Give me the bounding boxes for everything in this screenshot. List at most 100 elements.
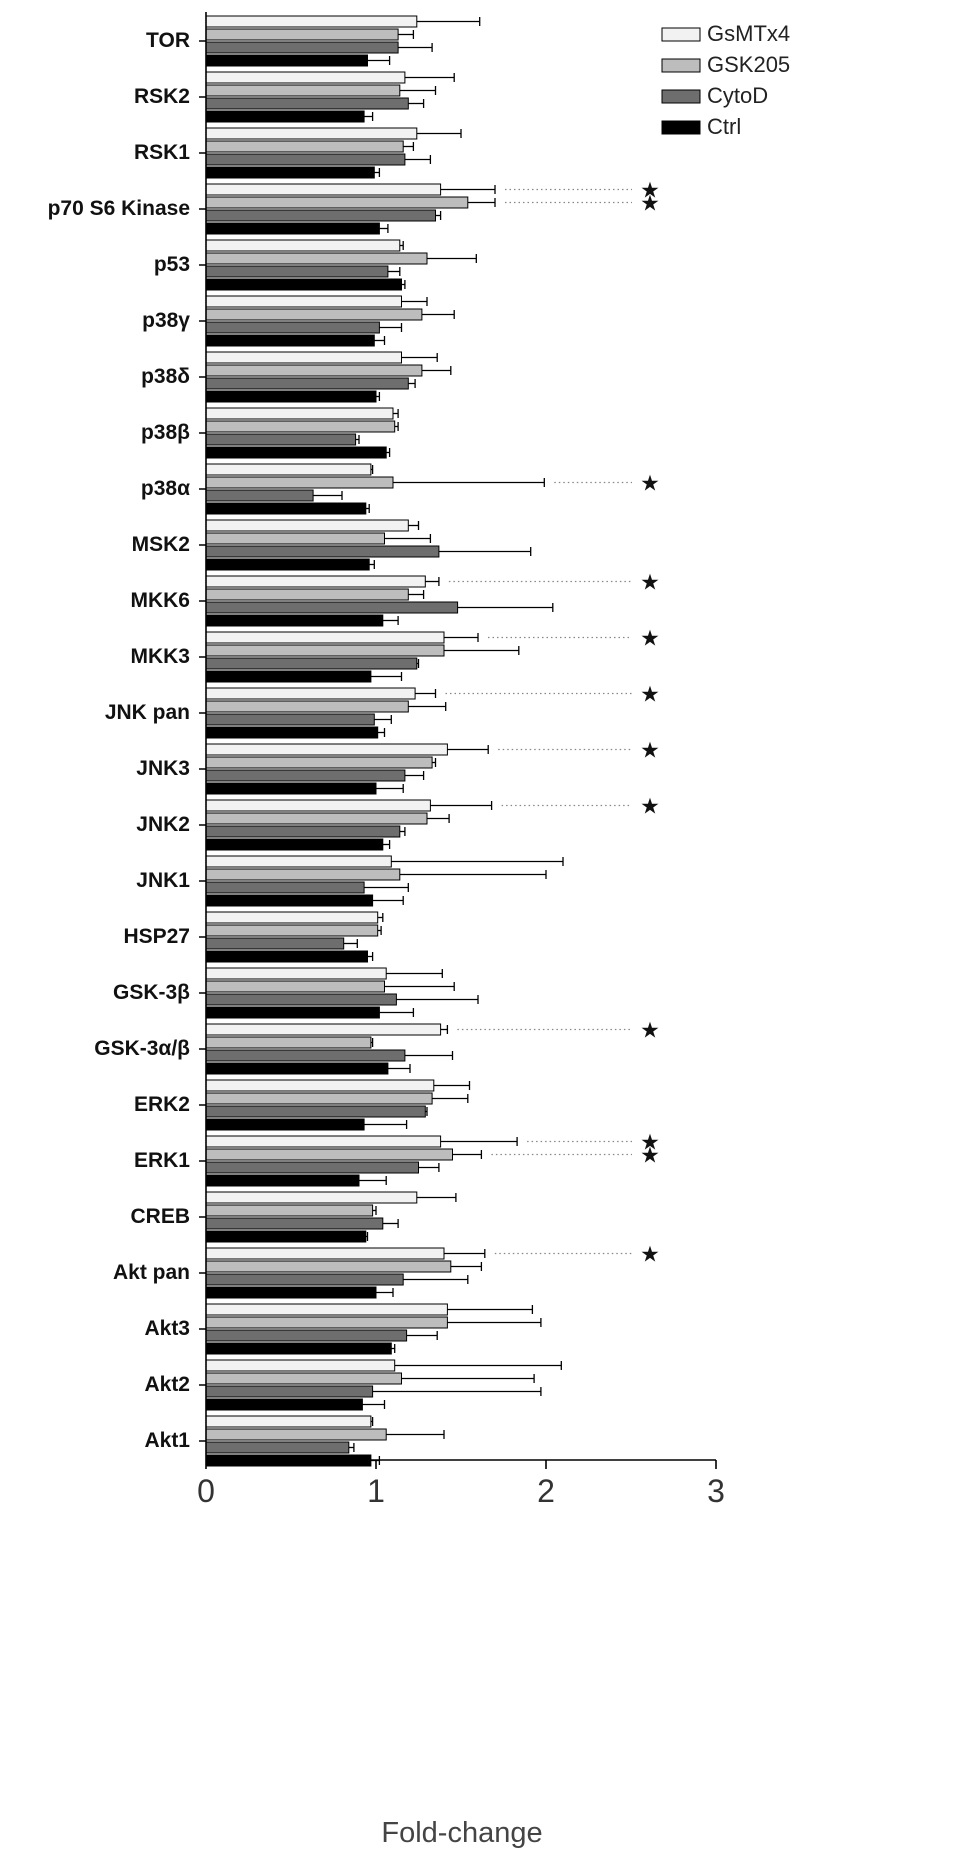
legend-label: CytoD — [707, 83, 768, 108]
bar-ctrl-1 — [205, 110, 365, 123]
significance-star: ★ — [640, 192, 660, 217]
bar-ctrl-15 — [205, 894, 374, 907]
bar-gsk205-2 — [205, 140, 404, 153]
bar-gsk205-18 — [205, 1036, 372, 1049]
bar-cytod-3 — [205, 209, 436, 222]
bar-ctrl-16 — [205, 950, 368, 963]
bar-gsmtx4-10 — [205, 575, 426, 588]
bar-cytod-4 — [205, 265, 389, 278]
bar-ctrl-14 — [205, 838, 384, 851]
bar-cytod-20 — [205, 1161, 419, 1174]
bar-gsmtx4-1 — [205, 71, 406, 84]
bar-ctrl-20 — [205, 1174, 360, 1187]
bar-gsk205-25 — [205, 1428, 387, 1441]
bar-gsmtx4-6 — [205, 351, 402, 364]
legend-label: Ctrl — [707, 114, 741, 139]
bar-gsmtx4-5 — [205, 295, 402, 308]
category-label: p38β — [141, 421, 190, 444]
bar-gsk205-1 — [205, 84, 401, 97]
bar-gsmtx4-14 — [205, 799, 431, 812]
bar-gsk205-22 — [205, 1260, 452, 1273]
bar-cytod-18 — [205, 1049, 406, 1062]
significance-star: ★ — [640, 1019, 660, 1044]
category-label: ERK1 — [134, 1149, 190, 1172]
legend-swatch-gsmtx4 — [661, 27, 701, 42]
bar-gsk205-10 — [205, 588, 409, 601]
bars: ★★★★★★★★★★★★ — [205, 15, 660, 1467]
bar-cytod-6 — [205, 377, 409, 390]
x-tick-label: 2 — [537, 1473, 555, 1509]
bar-cytod-8 — [205, 489, 314, 502]
category-label: JNK pan — [105, 701, 190, 724]
bar-gsk205-20 — [205, 1148, 453, 1161]
category-label: RSK1 — [134, 141, 190, 164]
bar-gsk205-5 — [205, 308, 423, 321]
legend-swatch-gsk205 — [661, 58, 701, 73]
bar-ctrl-8 — [205, 502, 367, 515]
category-label: MKK3 — [130, 645, 190, 668]
bar-cytod-5 — [205, 321, 380, 334]
significance-star: ★ — [640, 1144, 660, 1169]
category-label: p38α — [141, 477, 190, 500]
category-label: RSK2 — [134, 85, 190, 108]
bar-gsk205-17 — [205, 980, 385, 993]
bar-ctrl-19 — [205, 1118, 365, 1131]
bar-gsmtx4-12 — [205, 687, 416, 700]
significance-star: ★ — [640, 627, 660, 652]
bar-gsk205-6 — [205, 364, 423, 377]
bar-cytod-24 — [205, 1385, 374, 1398]
bar-gsmtx4-13 — [205, 743, 448, 756]
bar-gsmtx4-8 — [205, 463, 372, 476]
legend-swatch-ctrl — [661, 120, 701, 135]
category-label: HSP27 — [123, 925, 190, 948]
bar-gsk205-0 — [205, 28, 399, 41]
category-label: GSK-3β — [113, 981, 190, 1004]
significance-star: ★ — [640, 179, 660, 204]
bar-ctrl-3 — [205, 222, 380, 235]
bar-gsk205-23 — [205, 1316, 448, 1329]
bar-cytod-23 — [205, 1329, 408, 1342]
category-label: MSK2 — [132, 533, 190, 556]
bar-gsmtx4-17 — [205, 967, 387, 980]
bar-gsk205-15 — [205, 868, 401, 881]
bar-cytod-10 — [205, 601, 459, 614]
bar-ctrl-13 — [205, 782, 377, 795]
bar-ctrl-11 — [205, 670, 372, 683]
bar-gsk205-8 — [205, 476, 394, 489]
category-labels: TOR RSK2 RSK1 p70 S6 Kinase p53 p38γ p38δ p38β p… — [48, 29, 191, 1452]
bar-gsmtx4-3 — [205, 183, 442, 196]
category-label: Akt pan — [113, 1261, 190, 1284]
significance-star: ★ — [640, 1243, 660, 1268]
bar-ctrl-21 — [205, 1230, 367, 1243]
bar-cytod-14 — [205, 825, 401, 838]
category-label: JNK3 — [136, 757, 190, 780]
bar-ctrl-0 — [205, 54, 368, 67]
bar-gsk205-12 — [205, 700, 409, 713]
bar-gsk205-7 — [205, 420, 396, 433]
x-tick-label: 1 — [367, 1473, 385, 1509]
significance-star: ★ — [640, 683, 660, 708]
bar-cytod-21 — [205, 1217, 384, 1230]
category-label: CREB — [130, 1205, 190, 1228]
bar-ctrl-6 — [205, 390, 377, 403]
bar-ctrl-12 — [205, 726, 379, 739]
bar-ctrl-10 — [205, 614, 384, 627]
bar-cytod-1 — [205, 97, 409, 110]
x-axis-title: Fold-change — [381, 1817, 542, 1849]
category-label: Akt3 — [144, 1317, 190, 1340]
bar-gsmtx4-9 — [205, 519, 409, 532]
bar-gsmtx4-22 — [205, 1247, 445, 1260]
bar-ctrl-23 — [205, 1342, 392, 1355]
bar-gsmtx4-2 — [205, 127, 418, 140]
bar-cytod-25 — [205, 1441, 350, 1454]
bar-ctrl-18 — [205, 1062, 389, 1075]
significance-star: ★ — [640, 571, 660, 596]
bar-gsmtx4-11 — [205, 631, 445, 644]
legend: GsMTx4 GSK205 CytoD Ctrl — [661, 21, 790, 139]
bar-gsk205-11 — [205, 644, 445, 657]
category-label: ERK2 — [134, 1093, 190, 1116]
bar-gsmtx4-23 — [205, 1303, 448, 1316]
bar-gsk205-24 — [205, 1372, 402, 1385]
bar-gsmtx4-21 — [205, 1191, 418, 1204]
significance-star: ★ — [640, 1131, 660, 1156]
